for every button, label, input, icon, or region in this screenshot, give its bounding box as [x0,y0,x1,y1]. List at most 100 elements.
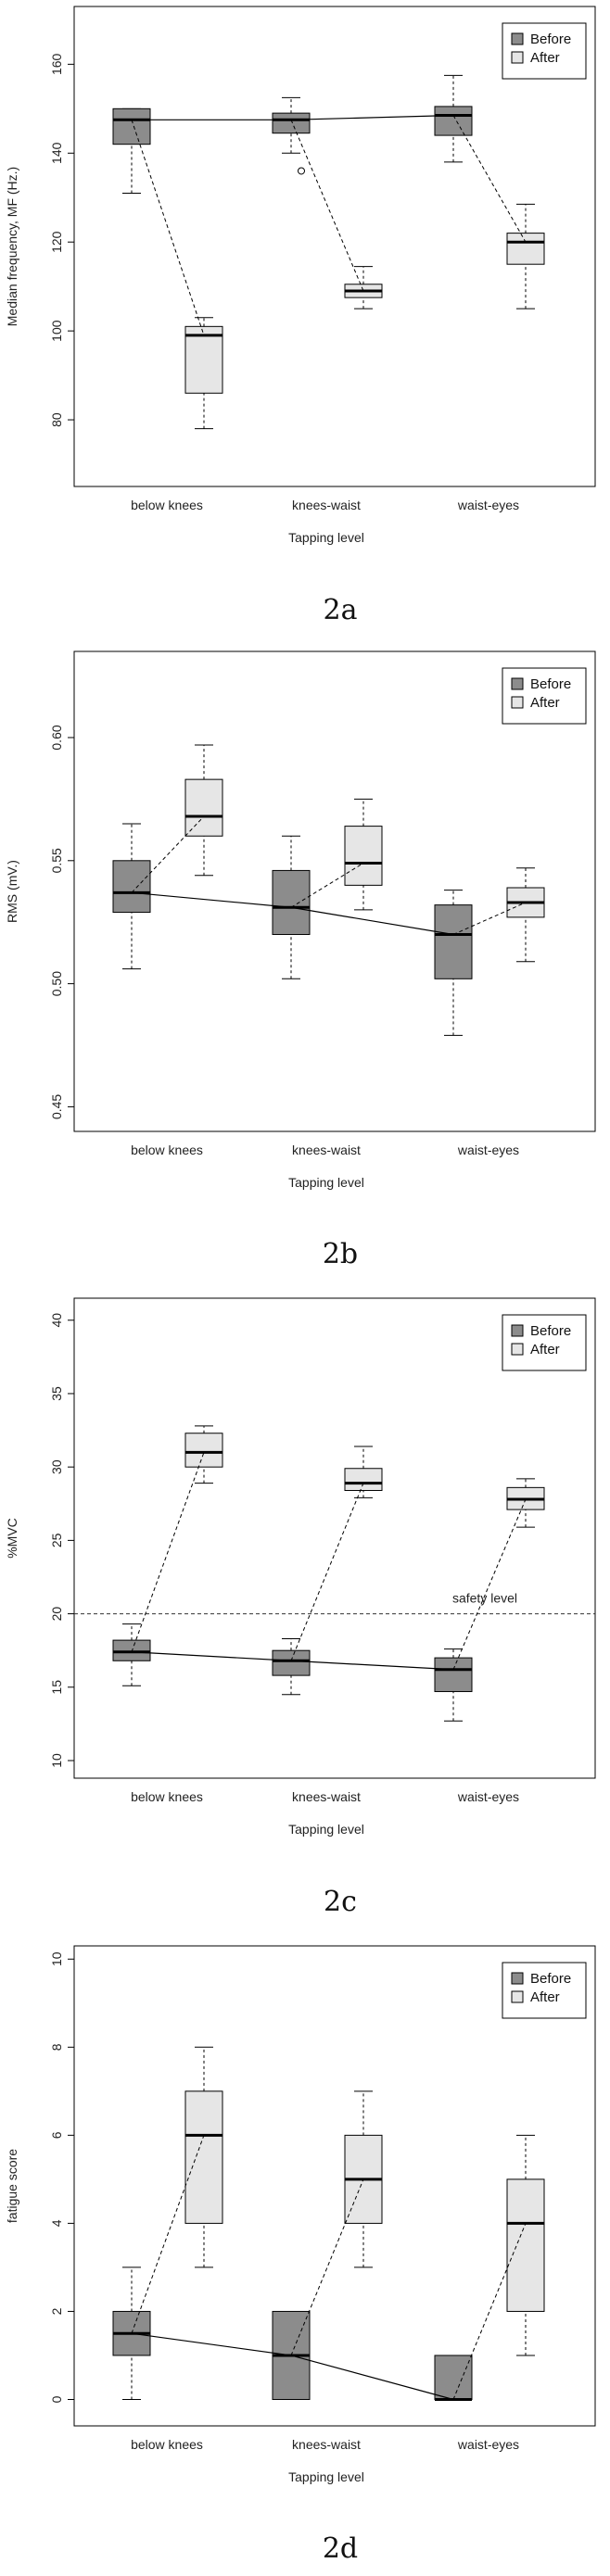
safety-level-label: safety level [452,1591,517,1606]
y-tick-label: 35 [49,1386,64,1401]
after-box [344,798,383,911]
after-box [184,1425,223,1484]
legend-label: After [530,695,560,711]
before-box [434,1648,473,1722]
chart-panel-2a: 80 100 120 140 160 Median frequency, MF (Hz.)… [5,6,596,626]
before-box [272,96,311,175]
box-iqr [434,106,473,136]
x-tick-label: knees-waist [292,498,361,512]
x-axis-label: Tapping level [288,530,364,545]
x-tick-label: below knees [131,1789,203,1804]
box-iqr [344,1468,383,1492]
box-iqr [112,860,151,914]
legend-swatch [511,32,524,45]
box-iqr [434,904,473,979]
legend-label: Before [530,1323,571,1339]
before-after-link [131,120,205,336]
figure-caption: 2a [324,594,358,626]
x-tick-label: waist-eyes [457,1789,519,1804]
box-iqr [272,1649,311,1676]
after-box [506,1478,545,1528]
legend-label: Before [530,1971,571,1987]
y-tick-label: 160 [49,53,64,75]
legend-swatch [511,1972,524,1985]
x-tick-label: knees-waist [292,1789,361,1804]
y-tick-label: 10 [49,1753,64,1768]
before-after-link [452,2223,527,2400]
box-iqr [506,233,545,265]
plot-frame [73,650,596,1132]
legend-swatch [511,1990,524,2003]
y-tick-label: 15 [49,1680,64,1695]
y-tick-label: 20 [49,1607,64,1622]
y-tick-label: 25 [49,1533,64,1547]
y-tick-label: 30 [49,1459,64,1474]
legend-swatch [511,677,524,690]
x-tick-label: knees-waist [292,1143,361,1157]
before-after-link [290,120,364,292]
y-tick-label: 140 [49,142,64,164]
legend-swatch [511,1343,524,1356]
after-box [184,317,223,430]
outlier-point [298,167,305,175]
legend-label: Before [530,32,571,47]
y-tick-label: 120 [49,231,64,253]
legend-swatch [511,51,524,64]
after-box [184,2046,223,2268]
x-tick-label: below knees [131,1143,203,1157]
y-tick-label: 80 [49,412,64,427]
legend-swatch [511,1324,524,1337]
before-box [112,823,151,970]
legend-frame [502,667,587,725]
figure-caption: 2d [323,2532,358,2565]
before-after-link [131,2135,205,2334]
y-axis-label: Median frequency, MF (Hz.) [5,167,19,326]
plot-frame [73,1297,596,1779]
before-after-link [290,863,364,908]
x-tick-label: waist-eyes [457,1143,519,1157]
x-tick-label: below knees [131,498,203,512]
plot-frame [73,1945,596,2427]
box-iqr [112,107,151,145]
after-box [344,1446,383,1498]
y-tick-label: 10 [49,1951,64,1966]
before-after-link [452,902,527,935]
figure-caption: 2c [324,1886,357,1918]
chart-panel-2b: 0.45 0.50 0.55 0.60 RMS (mV.) below knees knee… [5,650,596,1270]
before-box [112,1623,151,1686]
legend-label: After [530,1342,560,1357]
y-axis-label: %MVC [5,1518,19,1559]
y-axis-label: RMS (mV.) [5,860,19,923]
y-axis-label: fatigue score [5,2149,19,2223]
after-box [506,2134,545,2356]
legend-swatch [511,696,524,709]
x-tick-label: knees-waist [292,2437,361,2452]
box-iqr [506,2178,545,2312]
after-box [506,203,545,309]
y-tick-label: 0 [49,2395,64,2403]
x-tick-label: waist-eyes [457,2437,519,2452]
legend-label: Before [530,676,571,692]
chart-panel-2d: 0 2 4 6 8 10 fatigue score below knees knees-wai… [5,1945,596,2565]
y-tick-label: 0.45 [49,1094,64,1119]
chart-panel-2c: 10 15 20 25 30 35 40 %MVC below knees knees-waist… [5,1297,596,1918]
box-iqr [184,325,223,394]
after-box [184,744,223,877]
y-tick-label: 0.50 [49,971,64,996]
box-iqr [434,1657,473,1693]
legend-frame [502,1962,587,2019]
box-iqr [112,1639,151,1661]
legend: Before After [502,1962,587,2019]
box-iqr [184,1433,223,1468]
legend-label: After [530,50,560,66]
y-tick-label: 4 [49,2219,64,2227]
legend-frame [502,1314,587,1371]
box-iqr [184,2090,223,2224]
before-after-link [452,115,527,243]
box-iqr [344,826,383,886]
before-box [434,74,473,163]
y-tick-label: 0.60 [49,725,64,750]
before-box [434,890,473,1036]
plot-frame [73,6,596,487]
figure-caption: 2b [323,1238,358,1270]
